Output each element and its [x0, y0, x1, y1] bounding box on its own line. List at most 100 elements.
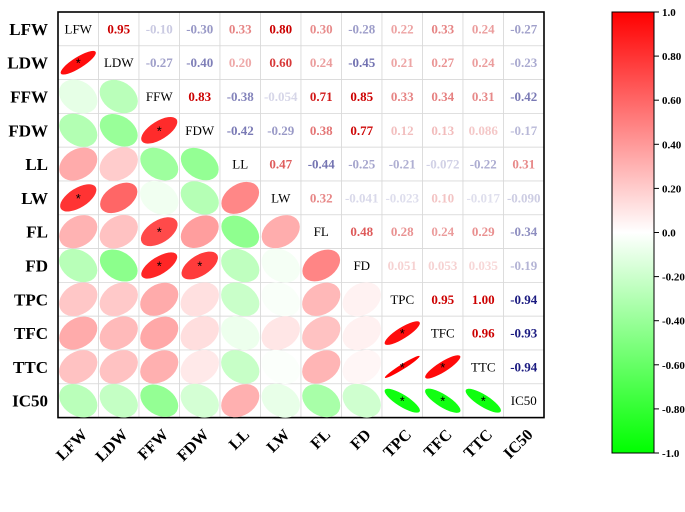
- corr-value-LFW-FL: 0.30: [310, 21, 333, 36]
- col-label-LFW: LFW: [53, 426, 91, 464]
- corr-value-LFW-IC50: -0.27: [510, 21, 538, 36]
- corr-ellipse-FDW-LDW: [99, 114, 138, 147]
- corr-value-LDW-FD: -0.45: [348, 55, 376, 70]
- corr-ellipse-TTC-LL: [221, 350, 260, 384]
- row-label-TFC: TFC: [14, 324, 48, 343]
- corr-value-LDW-TFC: 0.27: [431, 55, 454, 70]
- corr-value-FD-TFC: 0.053: [428, 258, 458, 273]
- corr-ellipse-FFW-LFW: [59, 79, 98, 114]
- cell-FDW-FDW: [179, 113, 221, 148]
- corr-ellipse-TTC-FD: [342, 349, 381, 384]
- cell-LFW-IC50: [503, 11, 545, 47]
- corr-value-FL-TTC: 0.29: [472, 224, 495, 239]
- corr-value-LL-FD: -0.25: [348, 157, 376, 172]
- col-label-FFW: FFW: [135, 426, 172, 463]
- cell-TTC-TTC: [462, 349, 504, 385]
- corr-ellipse-TFC-FD: [342, 316, 381, 351]
- corr-ellipse-LW-LL: [221, 181, 260, 214]
- cell-FL-TFC: [422, 214, 464, 250]
- cell-LW-FD: [341, 180, 383, 216]
- corr-ellipse-FDW-LFW: [59, 113, 98, 147]
- corr-value-LDW-FDW: -0.40: [186, 55, 213, 70]
- corr-ellipse-FD-LW: [261, 248, 300, 283]
- corr-value-LFW-TPC: 0.22: [391, 21, 414, 36]
- significance-star-IC50-TFC: *: [440, 394, 445, 409]
- significance-star-TTC-TFC: *: [440, 360, 445, 375]
- corr-ellipse-IC50-LL: [221, 384, 260, 418]
- row-label-FDW: FDW: [8, 121, 48, 140]
- corr-value-LL-TFC: -0.072: [426, 157, 460, 172]
- col-label-FDW: FDW: [174, 426, 212, 464]
- cell-TPC-TPC: [381, 281, 423, 317]
- corr-ellipse-FL-LFW: [59, 215, 98, 249]
- col-label-TFC: TFC: [421, 426, 456, 461]
- corr-value-LFW-TTC: 0.24: [472, 21, 495, 36]
- cell-TPC-IC50: [503, 281, 545, 317]
- corr-value-TTC-IC50: -0.94: [510, 359, 538, 374]
- corr-value-TFC-IC50: -0.93: [510, 326, 538, 341]
- corr-value-FDW-IC50: -0.17: [510, 123, 538, 138]
- colorbar-tick-label: -0.20: [662, 272, 685, 284]
- corr-ellipse-LL-LFW: [59, 147, 98, 181]
- corr-value-LDW-TTC: 0.24: [472, 55, 495, 70]
- cell-LL-LW: [260, 146, 302, 182]
- corr-value-LL-FL: -0.44: [308, 157, 336, 172]
- colorbar-tick-label: 0.60: [662, 95, 682, 107]
- corr-ellipse-FD-LFW: [59, 248, 98, 283]
- cell-LFW-TFC: [422, 11, 464, 47]
- row-label-TPC: TPC: [14, 290, 48, 309]
- corr-ellipse-LDW-LFW: [60, 50, 96, 75]
- diag-label-FDW: FDW: [185, 123, 215, 138]
- significance-star-FD-FFW: *: [157, 259, 162, 274]
- diag-label-IC50: IC50: [511, 393, 537, 408]
- colorbar-tick-label: 1.0: [662, 7, 676, 19]
- heatmap-frame: [57, 11, 545, 419]
- cell-LFW-LW: [260, 11, 302, 47]
- corr-value-LFW-LW: 0.80: [269, 21, 292, 36]
- corr-ellipse-FL-LW: [261, 215, 300, 249]
- cell-FD-IC50: [503, 248, 545, 283]
- diag-label-LL: LL: [232, 157, 248, 172]
- col-label-FD: FD: [347, 426, 374, 453]
- row-label-FL: FL: [26, 223, 48, 242]
- corr-value-FFW-LW: -0.054: [264, 89, 298, 104]
- cell-LDW-FL: [300, 45, 342, 80]
- corr-ellipse-TTC-FFW: [140, 350, 179, 384]
- corr-value-LFW-FDW: -0.30: [186, 21, 213, 36]
- cell-LL-FD: [341, 146, 383, 182]
- corr-value-TFC-TTC: 0.96: [472, 326, 495, 341]
- corr-value-LFW-LL: 0.33: [229, 21, 252, 36]
- significance-star-TTC-TPC: *: [400, 360, 405, 375]
- colorbar-tick-label: 0.0: [662, 228, 676, 240]
- row-label-LL: LL: [25, 155, 48, 174]
- corr-ellipse-FD-LL: [221, 248, 260, 283]
- corr-ellipse-IC50-LW: [261, 383, 300, 418]
- corr-value-FL-TFC: 0.24: [431, 224, 454, 239]
- corr-ellipse-LW-FFW: [140, 180, 179, 215]
- cell-LFW-FD: [341, 11, 383, 47]
- corr-value-LFW-FFW: -0.10: [146, 21, 173, 36]
- corr-value-LFW-TFC: 0.33: [431, 21, 454, 36]
- cell-LDW-TPC: [381, 45, 423, 80]
- corr-value-LL-IC50: 0.31: [512, 157, 535, 172]
- col-label-LDW: LDW: [93, 426, 132, 465]
- corr-value-FDW-FL: 0.38: [310, 123, 333, 138]
- cell-FFW-FFW: [138, 79, 180, 114]
- cell-FFW-FL: [300, 79, 342, 114]
- corr-value-LW-TFC: 0.10: [431, 190, 454, 205]
- corr-ellipse-TFC-TPC: [384, 321, 420, 345]
- diag-label-FL: FL: [314, 224, 329, 239]
- diag-label-FFW: FFW: [146, 89, 173, 104]
- corr-ellipse-TTC-LW: [261, 349, 300, 384]
- significance-star-FD-FDW: *: [197, 259, 202, 274]
- corr-ellipse-IC50-TFC: [425, 388, 461, 413]
- corr-value-FDW-LW: -0.29: [267, 123, 295, 138]
- colorbar-tick-label: -1.0: [662, 448, 680, 460]
- colorbar: [611, 11, 655, 454]
- corr-ellipse-FD-FDW: [181, 251, 218, 280]
- corr-ellipse-TTC-LDW: [99, 350, 138, 384]
- corr-ellipse-FDW-FFW: [141, 116, 178, 144]
- corr-value-FFW-FDW: 0.83: [188, 89, 211, 104]
- corr-value-FFW-IC50: -0.42: [510, 89, 537, 104]
- corr-value-TPC-TFC: 0.95: [431, 292, 454, 307]
